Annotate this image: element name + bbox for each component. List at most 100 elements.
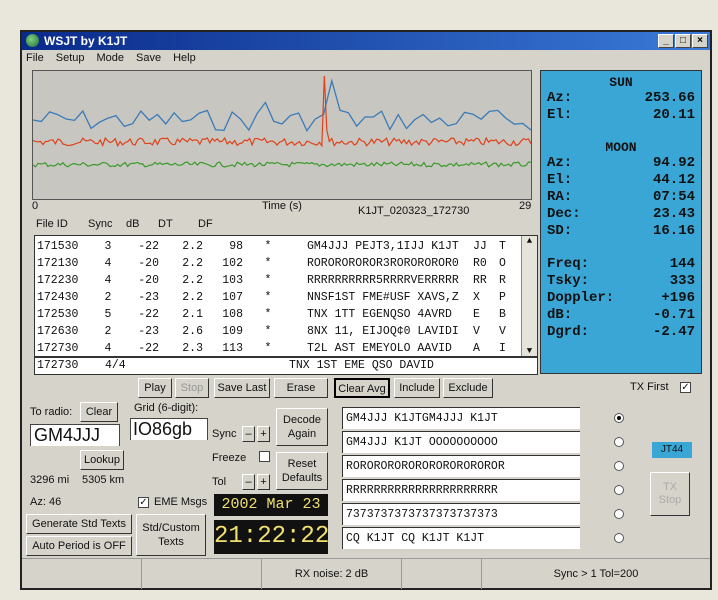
freeze-checkbox[interactable]: [259, 451, 270, 462]
tx-message-radio[interactable]: [614, 461, 624, 471]
azimuth: Az: 46: [30, 496, 62, 508]
sun-title: SUN: [609, 75, 633, 90]
decode-row[interactable]: 172730 4 -22 2.3 113 * T2L AST EMEYOLO AAVID A I: [35, 340, 537, 357]
grid-input[interactable]: IO86gb: [130, 418, 208, 440]
decode-cell: 2.2: [182, 274, 203, 287]
sync-plus-button[interactable]: +: [257, 426, 270, 442]
menu-save[interactable]: Save: [136, 52, 162, 64]
astro-row: El: 44.12: [547, 172, 695, 189]
graph-line-blue: [33, 78, 531, 133]
decode-cell: I: [499, 342, 506, 355]
save-last-button[interactable]: Save Last: [214, 378, 270, 398]
decode-row[interactable]: 172530 5 -22 2.1 108 * TNX 1TT EGENQSO 4AVRD E B: [35, 306, 537, 323]
decode-cell: JJ: [473, 240, 487, 253]
tol-minus-button[interactable]: –: [242, 474, 255, 490]
tx-message-radio[interactable]: [614, 509, 624, 519]
erase-button[interactable]: Erase: [274, 378, 328, 398]
lookup-button[interactable]: Lookup: [80, 450, 124, 470]
decode-cell: GM4JJJ PEJT3,1IJJ K1JT: [307, 240, 459, 253]
decode-cell: *: [264, 240, 272, 253]
astro-row: Az: 94.92: [547, 155, 695, 172]
tx-message-radio[interactable]: [614, 437, 624, 447]
decode-again-button[interactable]: Decode Again: [276, 408, 328, 446]
stop-button[interactable]: Stop: [175, 378, 209, 398]
menu-help[interactable]: Help: [173, 52, 196, 64]
average-text: TNX 1ST EME QSO DAVID: [289, 359, 434, 372]
decode-cell: V: [499, 325, 506, 338]
tx-message-radio[interactable]: [614, 533, 624, 543]
decode-cell: RR: [473, 274, 487, 287]
decode-cell: 103: [222, 274, 243, 287]
tx-message-input[interactable]: RRRRRRRRRRRRRRRRRRRRRR: [342, 479, 580, 501]
decode-row[interactable]: 172230 4 -20 2.2 103 * RRRRRRRRRR5RRRRVERRRRR R…: [35, 272, 537, 289]
close-button[interactable]: ×: [692, 34, 708, 48]
tx-message-radio[interactable]: [614, 485, 624, 495]
graph-line-green: [33, 161, 531, 168]
tx-messages: GM4JJJ K1JTGM4JJJ K1JT GM4JJJ K1JT OOOOOO…: [342, 406, 624, 550]
std-custom-texts-button[interactable]: Std/Custom Texts: [136, 514, 206, 556]
tx-message-radio[interactable]: [614, 413, 624, 423]
tx-message-input[interactable]: ROROROROROROROROROROROR: [342, 455, 580, 477]
decode-row[interactable]: 172430 2 -23 2.2 107 * NNSF1ST FME#USF XAVS,Z X…: [35, 289, 537, 306]
minimize-button[interactable]: _: [658, 34, 674, 48]
scroll-up-icon[interactable]: ▲: [526, 236, 533, 246]
decode-cell: 2: [104, 325, 112, 338]
tx-message-input[interactable]: GM4JJJ K1JTGM4JJJ K1JT: [342, 407, 580, 429]
exclude-button[interactable]: Exclude: [443, 378, 493, 398]
decode-cell: 172230: [37, 274, 79, 287]
eme-msgs-checkbox[interactable]: ✓: [138, 497, 149, 508]
decode-cell: 172630: [37, 325, 79, 338]
play-button[interactable]: Play: [138, 378, 172, 398]
maximize-button[interactable]: □: [675, 34, 691, 48]
decode-cell: 98: [229, 240, 243, 253]
distance-km: 5305 km: [82, 474, 125, 486]
decode-cell: 8NX 11, EIJOQ¢0 LAVIDI: [307, 325, 459, 338]
decode-cell: 171530: [37, 240, 79, 253]
distance-mi: 3296 mi: [30, 474, 70, 486]
astro-value: 07:54: [652, 189, 695, 205]
tx-message-input[interactable]: CQ K1JT CQ K1JT K1JT: [342, 527, 580, 549]
reset-defaults-button[interactable]: Reset Defaults: [276, 452, 328, 490]
astro-value: 44.12: [652, 172, 695, 188]
astro-label: SD:: [547, 223, 573, 239]
to-radio-input[interactable]: GM4JJJ: [30, 424, 120, 446]
tx-message-row: GM4JJJ K1JT OOOOOOOOOO: [342, 430, 624, 454]
clear-button[interactable]: Clear: [80, 402, 118, 422]
tx-message-input[interactable]: GM4JJJ K1JT OOOOOOOOOO: [342, 431, 580, 453]
decode-cell: RRRRRRRRRR5RRRRVERRRRR: [307, 274, 459, 287]
average-id: 172730: [37, 359, 79, 372]
auto-period-button[interactable]: Auto Period is OFF: [26, 536, 132, 556]
eme-msgs-label: EME Msgs: [154, 496, 208, 508]
astro-value: 144: [669, 256, 695, 272]
decode-cell: R: [499, 274, 506, 287]
decode-cell: 4: [104, 342, 112, 355]
decode-cell: 109: [222, 325, 243, 338]
tx-first-checkbox[interactable]: ✓: [680, 382, 691, 393]
decode-row[interactable]: 172630 2 -23 2.6 109 * 8NX 11, EIJOQ¢0 LAVIDI V…: [35, 323, 537, 340]
menu-mode[interactable]: Mode: [96, 52, 125, 64]
decode-cell: *: [264, 308, 272, 321]
tol-label: Tol: [212, 476, 227, 488]
tol-plus-button[interactable]: +: [257, 474, 270, 490]
decode-row[interactable]: 172130 4 -20 2.2 102 * ROROROROROR3ROROROROR0 R…: [35, 255, 537, 272]
decode-cell: -22: [138, 342, 159, 355]
sync-minus-button[interactable]: –: [242, 426, 255, 442]
freeze-label: Freeze: [212, 452, 247, 464]
decode-cell: T: [499, 240, 506, 253]
title-bar: WSJT by K1JT _ □ ×: [22, 32, 710, 50]
decode-list-scrollbar[interactable]: ▲ ▼: [521, 236, 537, 356]
clear-avg-button[interactable]: Clear Avg: [334, 378, 390, 398]
astro-row: SD: 16.16: [547, 223, 695, 240]
decode-row[interactable]: 171530 3 -22 2.2 98 * GM4JJJ PEJT3,1IJJ K1JT JJ…: [35, 238, 537, 255]
include-button[interactable]: Include: [394, 378, 440, 398]
decode-cell: 2: [104, 291, 112, 304]
tx-stop-button[interactable]: TX Stop: [650, 472, 690, 516]
decode-list[interactable]: ▲ ▼ 171530 3 -22 2.2 98 * GM4JJJ PEJT3,1IJJ K1…: [34, 235, 538, 357]
tx-message-input[interactable]: 7373737373737373737373: [342, 503, 580, 525]
generate-std-texts-button[interactable]: Generate Std Texts: [26, 514, 132, 534]
astro-label: El:: [547, 172, 573, 188]
scroll-down-icon[interactable]: ▼: [526, 346, 533, 356]
table-header: File ID Sync dB DT DF: [36, 218, 238, 230]
menu-file[interactable]: File: [26, 52, 44, 64]
menu-setup[interactable]: Setup: [55, 52, 85, 64]
